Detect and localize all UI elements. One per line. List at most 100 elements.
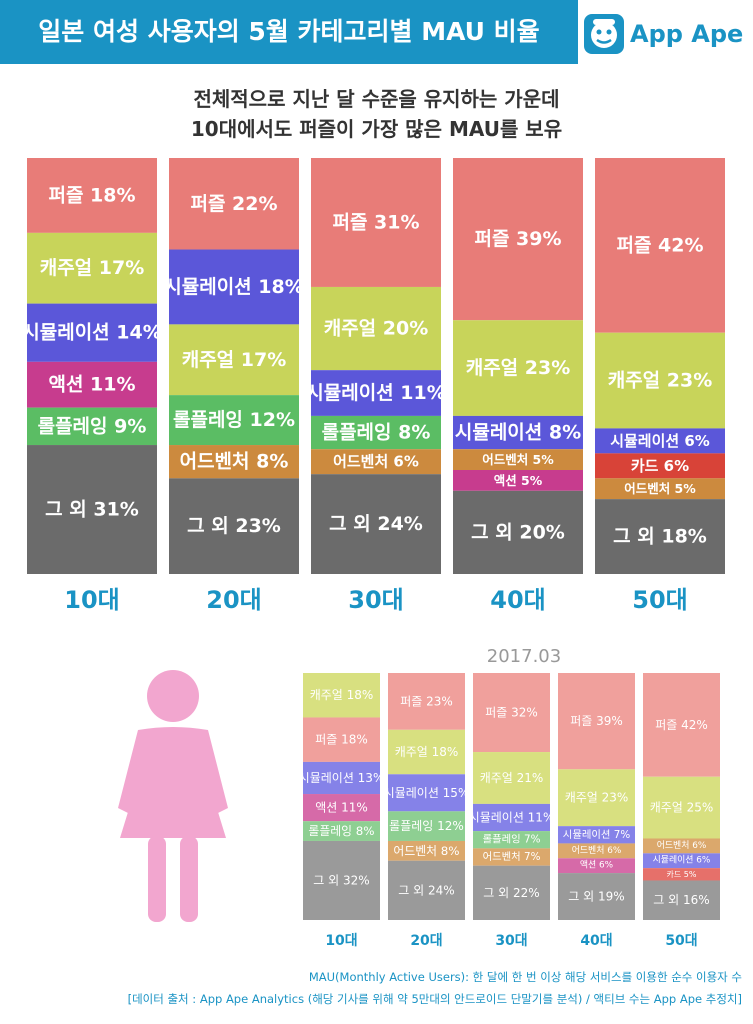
segment-label: 시뮬레이션 15% [384, 786, 470, 800]
bar-segment [643, 880, 720, 920]
segment-label: 퍼즐 42% [655, 718, 708, 732]
bar-segment [311, 474, 441, 574]
category-label: 50대 [632, 586, 687, 614]
bar-segment [169, 445, 299, 479]
segment-label: 그 외 24% [398, 883, 454, 897]
segment-label: 그 외 32% [313, 873, 369, 887]
bar-segment [169, 324, 299, 396]
segment-label: 그 외 16% [653, 893, 709, 907]
bar-segment [558, 873, 635, 920]
segment-label: 어드벤처 6% [657, 839, 707, 851]
bar-segment [558, 673, 635, 770]
segment-label: 캐주얼 18% [310, 688, 374, 702]
bar-segment [473, 865, 550, 920]
segment-label: 시뮬레이션 14% [22, 322, 162, 344]
footnote: MAU(Monthly Active Users): 한 달에 한 번 이상 해… [0, 966, 742, 1010]
bar-segment [303, 821, 380, 841]
bar-segment [311, 370, 441, 416]
segment-label: 카드 5% [667, 870, 697, 879]
segment-label: 액션 5% [494, 473, 543, 488]
bar-segment [558, 826, 635, 844]
segment-label: 시뮬레이션 6% [653, 855, 711, 866]
segment-label: 퍼즐 39% [570, 714, 623, 728]
subtitle-line-1: 전체적으로 지난 달 수준을 유지하는 가운데 [193, 87, 560, 111]
bar-segment [311, 286, 441, 371]
bar-segment [643, 838, 720, 854]
ape-face-icon [584, 14, 624, 54]
segment-label: 롤플레잉 12% [389, 819, 464, 833]
bar-segment [595, 478, 725, 500]
bar-segment [27, 361, 157, 408]
bar-segment [169, 395, 299, 446]
subtitle-line-2: 10대에서도 퍼즐이 가장 많은 MAU를 보유 [190, 117, 563, 141]
female-figure-icon [118, 670, 228, 922]
segment-label: 어드벤처 6% [333, 453, 419, 471]
segment-label: 캐주얼 23% [608, 370, 713, 392]
bar-segment [303, 717, 380, 762]
header-banner: 일본 여성 사용자의 5월 카테고리별 MAU 비율 [0, 0, 578, 64]
bar-segment [388, 774, 465, 812]
segment-label: 시뮬레이션 7% [563, 829, 631, 841]
segment-label: 캐주얼 23% [565, 791, 629, 805]
bar-segment [453, 158, 583, 321]
category-label: 10대 [64, 586, 119, 614]
footnote-mau-definition: MAU(Monthly Active Users): 한 달에 한 번 이상 해… [308, 970, 742, 984]
segment-label: 시뮬레이션 6% [610, 432, 709, 450]
bar-segment [303, 794, 380, 822]
bar-segment [558, 769, 635, 827]
logo-text: App Ape [630, 20, 744, 48]
segment-label: 롤플레잉 9% [38, 415, 147, 437]
bar-segment [595, 332, 725, 429]
bar-segment [303, 840, 380, 920]
segment-label: 어드벤처 5% [624, 481, 696, 496]
segment-label: 시뮬레이션 11% [306, 382, 446, 404]
footnote-data-source: [데이터 출처 : App Ape Analytics (해당 기사를 위해 약… [127, 992, 742, 1006]
segment-label: 그 외 23% [187, 515, 281, 537]
segment-label: 캐주얼 25% [650, 801, 714, 815]
segment-label: 시뮬레이션 18% [164, 276, 304, 298]
segment-label: 어드벤처 8% [393, 844, 459, 858]
segment-label: 카드 6% [631, 457, 689, 475]
bar-segment [453, 470, 583, 491]
bar-segment [303, 761, 380, 795]
bar-segment [169, 249, 299, 325]
segment-label: 캐주얼 21% [480, 771, 544, 785]
bar-segment [473, 848, 550, 866]
segment-label: 캐주얼 18% [395, 745, 459, 759]
segment-label: 캐주얼 20% [324, 318, 429, 340]
bar-segment [311, 158, 441, 287]
segment-label: 캐주얼 23% [466, 357, 571, 379]
category-label: 20대 [206, 586, 261, 614]
category-label: 30대 [348, 586, 403, 614]
bar-segment [453, 320, 583, 416]
bar-segment [453, 449, 583, 470]
segment-label: 캐주얼 17% [40, 257, 145, 279]
bar-segment [27, 158, 157, 233]
segment-label: 퍼즐 42% [616, 234, 703, 256]
segment-label: 퍼즐 18% [315, 733, 368, 747]
bar-segment [311, 449, 441, 475]
main-stacked-bar-chart: 퍼즐 18% 캐주얼 17% 시뮬레이션 14% 액션 11% 롤플레잉 9% 그 외 3… [22, 158, 725, 614]
segment-label: 그 외 18% [613, 526, 707, 548]
bar-segment [473, 673, 550, 753]
app-ape-logo: App Ape [584, 12, 743, 56]
bar-segment [169, 158, 299, 250]
bar-segment [473, 752, 550, 804]
bar-segment [311, 415, 441, 450]
category-label: 50대 [665, 933, 697, 949]
segment-label: 롤플레잉 12% [173, 409, 295, 431]
bar-segment [388, 673, 465, 730]
segment-label: 퍼즐 18% [48, 184, 135, 206]
bar-segment [595, 499, 725, 574]
segment-label: 액션 6% [580, 859, 613, 871]
bar-segment [388, 729, 465, 775]
segment-label: 어드벤처 8% [180, 451, 289, 473]
segment-label: 퍼즐 31% [332, 211, 419, 233]
bar-segment [643, 853, 720, 869]
bar-segment [453, 415, 583, 450]
bar-segment [169, 478, 299, 574]
category-label: 20대 [410, 933, 442, 949]
segment-label: 캐주얼 17% [182, 349, 287, 371]
segment-label: 그 외 19% [568, 890, 624, 904]
chart-title: 2017.03 [487, 646, 561, 667]
